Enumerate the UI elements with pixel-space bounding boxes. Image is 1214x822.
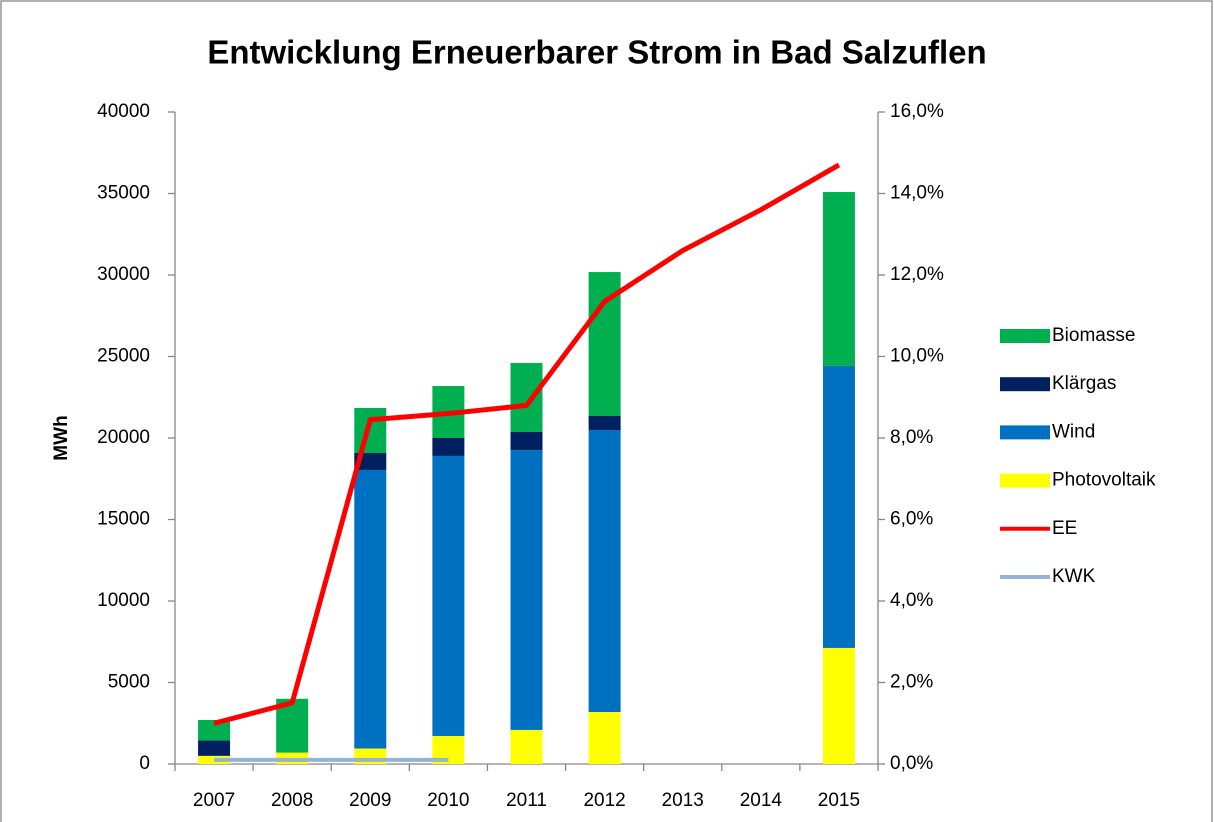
x-tick-label: 2011: [506, 790, 547, 811]
bar-segment: [822, 647, 855, 764]
y2-tick-label: 0,0%: [890, 753, 933, 774]
bar-segment: [588, 415, 621, 431]
legend-swatch: [1000, 425, 1050, 440]
legend-label: Photovoltaik: [1052, 470, 1156, 491]
legend-label: KWK: [1052, 566, 1096, 587]
x-tick-label: 2008: [271, 790, 313, 811]
y-tick-label: 10000: [97, 590, 150, 611]
legend-swatch: [1000, 377, 1050, 392]
bar-segment: [510, 450, 543, 730]
bar-segment: [588, 430, 621, 713]
bar-segment: [510, 431, 543, 451]
x-tick-label: 2010: [427, 790, 469, 811]
bar-segment: [198, 740, 231, 756]
y2-tick-label: 8,0%: [890, 427, 933, 448]
y-tick-label: 0: [139, 753, 150, 774]
y2-tick-label: 16,0%: [890, 101, 944, 122]
y-tick-label: 5000: [108, 672, 150, 693]
x-tick-label: 2013: [662, 790, 704, 811]
x-tick-label: 2014: [740, 790, 783, 811]
bar-segment: [510, 363, 543, 432]
x-tick-label: 2007: [193, 790, 235, 811]
y-tick-label: 30000: [97, 264, 150, 285]
bar-segment: [354, 408, 387, 453]
bar-segment: [588, 712, 621, 764]
y-axis-label: MWh: [51, 415, 72, 460]
y-tick-label: 40000: [97, 101, 150, 122]
y-tick-label: 25000: [97, 346, 150, 367]
y2-tick-label: 6,0%: [890, 509, 933, 530]
legend-label: Klärgas: [1052, 373, 1116, 394]
bar-segment: [198, 719, 231, 741]
bar-segment: [354, 469, 387, 749]
x-tick-label: 2009: [349, 790, 391, 811]
legend-label: EE: [1052, 518, 1077, 539]
y-tick-label: 35000: [97, 183, 150, 204]
y2-tick-label: 2,0%: [890, 672, 933, 693]
x-tick-label: 2012: [583, 790, 625, 811]
bar-segment: [822, 192, 855, 366]
y2-tick-label: 12,0%: [890, 264, 944, 285]
x-tick-label: 2015: [818, 790, 860, 811]
bar-segment: [432, 438, 465, 456]
y2-tick-label: 14,0%: [890, 183, 944, 204]
chart-title: Entwicklung Erneuerbarer Strom in Bad Sa…: [207, 34, 986, 71]
legend-swatch: [1000, 473, 1050, 488]
legend-label: Wind: [1052, 421, 1095, 442]
y-tick-label: 15000: [97, 509, 150, 530]
bar-segment: [510, 729, 543, 764]
legend-label: Biomasse: [1052, 325, 1135, 346]
bar-segment: [822, 365, 855, 648]
line-series: [213, 162, 841, 726]
y2-tick-label: 4,0%: [890, 590, 933, 611]
y2-tick-label: 10,0%: [890, 346, 944, 367]
legend-swatch: [1000, 329, 1050, 343]
y-tick-label: 20000: [97, 427, 150, 448]
bar-segment: [432, 455, 465, 736]
